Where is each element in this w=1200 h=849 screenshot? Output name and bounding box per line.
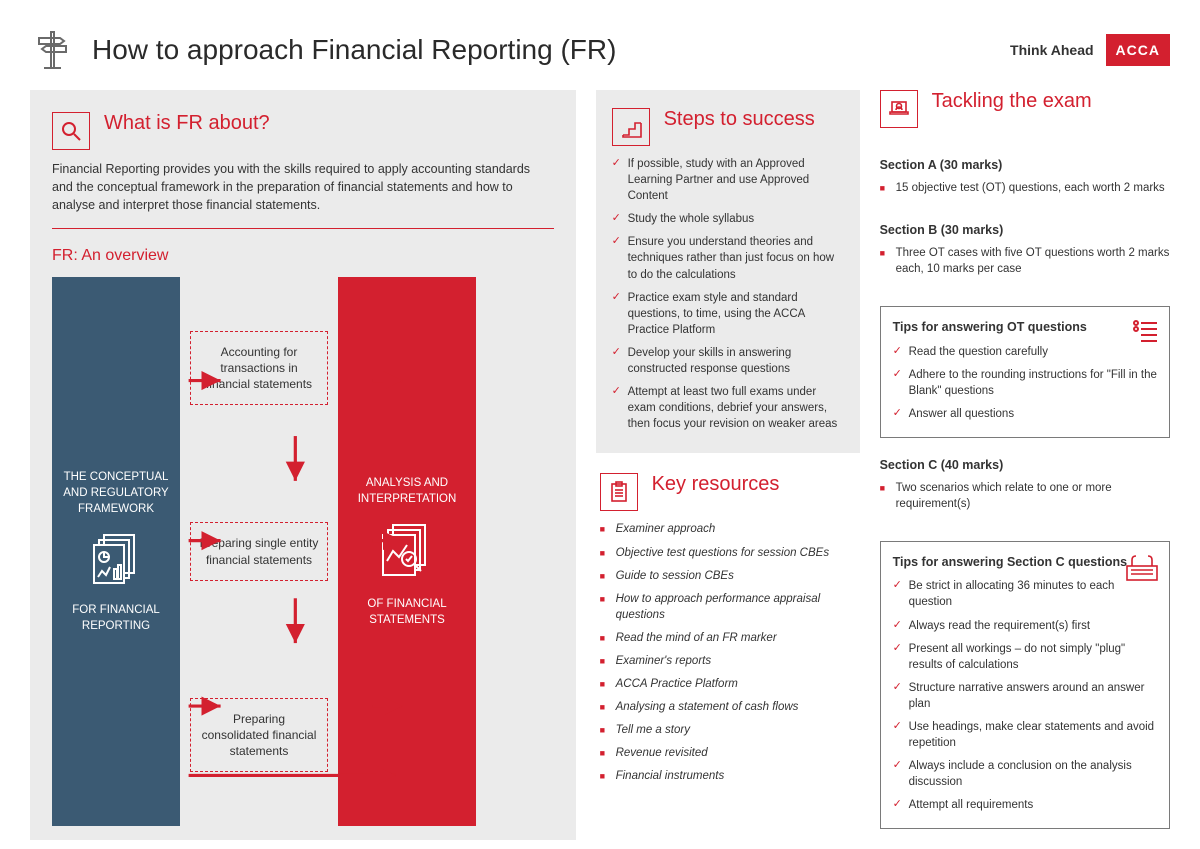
resources-title: Key resources bbox=[652, 473, 780, 496]
list-item: Analysing a statement of cash flows bbox=[600, 699, 856, 715]
clipboard-icon bbox=[600, 473, 638, 511]
tagline: Think Ahead bbox=[1010, 42, 1094, 58]
resources-panel: Key resources Examiner approach Objectiv… bbox=[596, 469, 860, 791]
content: What is FR about? Financial Reporting pr… bbox=[30, 90, 1170, 840]
laptop-icon bbox=[880, 90, 918, 128]
blue-bottom: FOR FINANCIAL REPORTING bbox=[62, 602, 170, 634]
list-item: Examiner's reports bbox=[600, 653, 856, 669]
page-title: How to approach Financial Reporting (FR) bbox=[92, 34, 616, 66]
resources-list: Examiner approach Objective test questio… bbox=[600, 521, 856, 784]
list-item: Always include a conclusion on the analy… bbox=[893, 758, 1157, 790]
header-right: Think Ahead ACCA bbox=[1010, 34, 1170, 66]
chart-icon bbox=[379, 521, 435, 582]
overview-title: FR: An overview bbox=[52, 247, 554, 265]
list-item: Financial instruments bbox=[600, 768, 856, 784]
list-item: Attempt all requirements bbox=[893, 797, 1157, 813]
tips-c-box: Tips for answering Section C questions B… bbox=[880, 541, 1170, 829]
red-bottom: OF FINANCIAL STATEMENTS bbox=[348, 596, 466, 628]
list-item: Tell me a story bbox=[600, 722, 856, 738]
list-item: Develop your skills in answering constru… bbox=[612, 345, 844, 377]
list-item: Read the mind of an FR marker bbox=[600, 630, 856, 646]
red-top: ANALYSIS AND INTERPRETATION bbox=[348, 475, 466, 507]
right-column: Tackling the exam Section A (30 marks) 1… bbox=[880, 90, 1170, 840]
overview-diagram: THE CONCEPTUAL AND REGULATORY FRAMEWORK … bbox=[52, 277, 554, 826]
list-item: Always read the requirement(s) first bbox=[893, 618, 1157, 634]
list-item: Structure narrative answers around an an… bbox=[893, 680, 1157, 712]
mid-box-1: Preparing single entity financial statem… bbox=[190, 522, 328, 580]
signpost-icon bbox=[30, 28, 74, 72]
header-left: How to approach Financial Reporting (FR) bbox=[30, 28, 616, 72]
middle-column: Steps to success If possible, study with… bbox=[596, 90, 860, 840]
tips-ot-box: Tips for answering OT questions Read the… bbox=[880, 306, 1170, 438]
list-item: Be strict in allocating 36 minutes to ea… bbox=[893, 578, 1157, 610]
what-is-section: What is FR about? Financial Reporting pr… bbox=[52, 112, 554, 228]
list-item: Guide to session CBEs bbox=[600, 568, 856, 584]
left-column: What is FR about? Financial Reporting pr… bbox=[30, 90, 576, 840]
section-c: Section C (40 marks) Two scenarios which… bbox=[880, 452, 1170, 519]
what-is-title: What is FR about? bbox=[104, 112, 270, 135]
steps-panel: Steps to success If possible, study with… bbox=[596, 90, 860, 453]
list-item: Practice exam style and standard questio… bbox=[612, 290, 844, 338]
list-item: Adhere to the rounding instructions for … bbox=[893, 367, 1157, 399]
framework-box: THE CONCEPTUAL AND REGULATORY FRAMEWORK … bbox=[52, 277, 180, 826]
list-item: Three OT cases with five OT questions wo… bbox=[880, 245, 1170, 277]
tackling-title: Tackling the exam bbox=[932, 90, 1092, 113]
header: How to approach Financial Reporting (FR)… bbox=[30, 28, 1170, 72]
list-item: Attempt at least two full exams under ex… bbox=[612, 384, 844, 432]
tips-c-title: Tips for answering Section C questions bbox=[893, 554, 1157, 570]
list-item: Use headings, make clear statements and … bbox=[893, 719, 1157, 751]
tips-ot-title: Tips for answering OT questions bbox=[893, 319, 1157, 335]
list-item: Examiner approach bbox=[600, 521, 856, 537]
blue-top: THE CONCEPTUAL AND REGULATORY FRAMEWORK bbox=[62, 469, 170, 517]
list-item: How to approach performance appraisal qu… bbox=[600, 591, 856, 623]
list-item: Study the whole syllabus bbox=[612, 211, 844, 227]
intro-text: Financial Reporting provides you with th… bbox=[52, 160, 554, 214]
brand-badge: ACCA bbox=[1106, 34, 1170, 66]
list-item: Read the question carefully bbox=[893, 344, 1157, 360]
mid-boxes: Accounting for transactions in financial… bbox=[190, 277, 328, 826]
documents-icon bbox=[88, 529, 144, 590]
list-item: Present all workings – do not simply "pl… bbox=[893, 641, 1157, 673]
stairs-icon bbox=[612, 108, 650, 146]
steps-title: Steps to success bbox=[664, 108, 815, 131]
list-item: Answer all questions bbox=[893, 406, 1157, 422]
section-b: Section B (30 marks) Three OT cases with… bbox=[880, 217, 1170, 284]
section-a: Section A (30 marks) 15 objective test (… bbox=[880, 152, 1170, 203]
analysis-box: ANALYSIS AND INTERPRETATION OF FINANCIAL… bbox=[338, 277, 476, 826]
section-b-head: Section B (30 marks) bbox=[880, 223, 1170, 237]
list-item: Two scenarios which relate to one or mor… bbox=[880, 480, 1170, 512]
list-item: Revenue revisited bbox=[600, 745, 856, 761]
list-item: Ensure you understand theories and techn… bbox=[612, 234, 844, 282]
magnifier-icon bbox=[52, 112, 90, 150]
list-item: Objective test questions for session CBE… bbox=[600, 545, 856, 561]
list-item: If possible, study with an Approved Lear… bbox=[612, 156, 844, 204]
divider bbox=[52, 228, 554, 229]
section-a-head: Section A (30 marks) bbox=[880, 158, 1170, 172]
steps-list: If possible, study with an Approved Lear… bbox=[612, 156, 844, 432]
mid-box-0: Accounting for transactions in financial… bbox=[190, 331, 328, 406]
mid-box-2: Preparing consolidated financial stateme… bbox=[190, 698, 328, 773]
section-c-head: Section C (40 marks) bbox=[880, 458, 1170, 472]
page: How to approach Financial Reporting (FR)… bbox=[0, 0, 1200, 849]
list-item: ACCA Practice Platform bbox=[600, 676, 856, 692]
list-item: 15 objective test (OT) questions, each w… bbox=[880, 180, 1170, 196]
